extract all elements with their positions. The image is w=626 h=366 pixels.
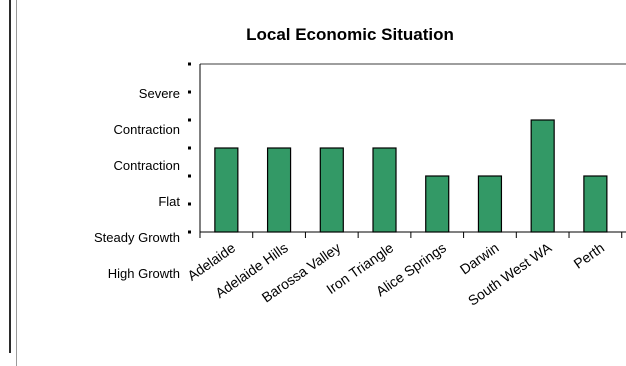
y-tick-label: High Growth (108, 266, 180, 281)
axes (188, 62, 626, 238)
bar (530, 119, 555, 233)
x-tick-label: Darwin (457, 239, 502, 277)
y-axis-labels: High Growth Steady Growth Flat Contraction C… (94, 86, 180, 281)
left-divider (9, 0, 11, 353)
x-tick-label: Perth (571, 239, 608, 271)
bar (266, 147, 292, 233)
y-tick-label: Flat (158, 194, 180, 209)
bars (214, 119, 608, 233)
bar (214, 147, 239, 233)
y-tick-label: Contraction (114, 158, 180, 173)
y-tick-label: Contraction (114, 122, 180, 137)
bar (319, 147, 344, 233)
bar (477, 175, 503, 233)
left-margin (0, 0, 6, 366)
y-tick-label: Severe (139, 86, 180, 101)
bar (372, 147, 397, 233)
bar (583, 175, 608, 233)
chart-title: Local Economic Situation (246, 25, 454, 44)
y-tick-label: Steady Growth (94, 230, 180, 245)
bar (425, 175, 450, 233)
